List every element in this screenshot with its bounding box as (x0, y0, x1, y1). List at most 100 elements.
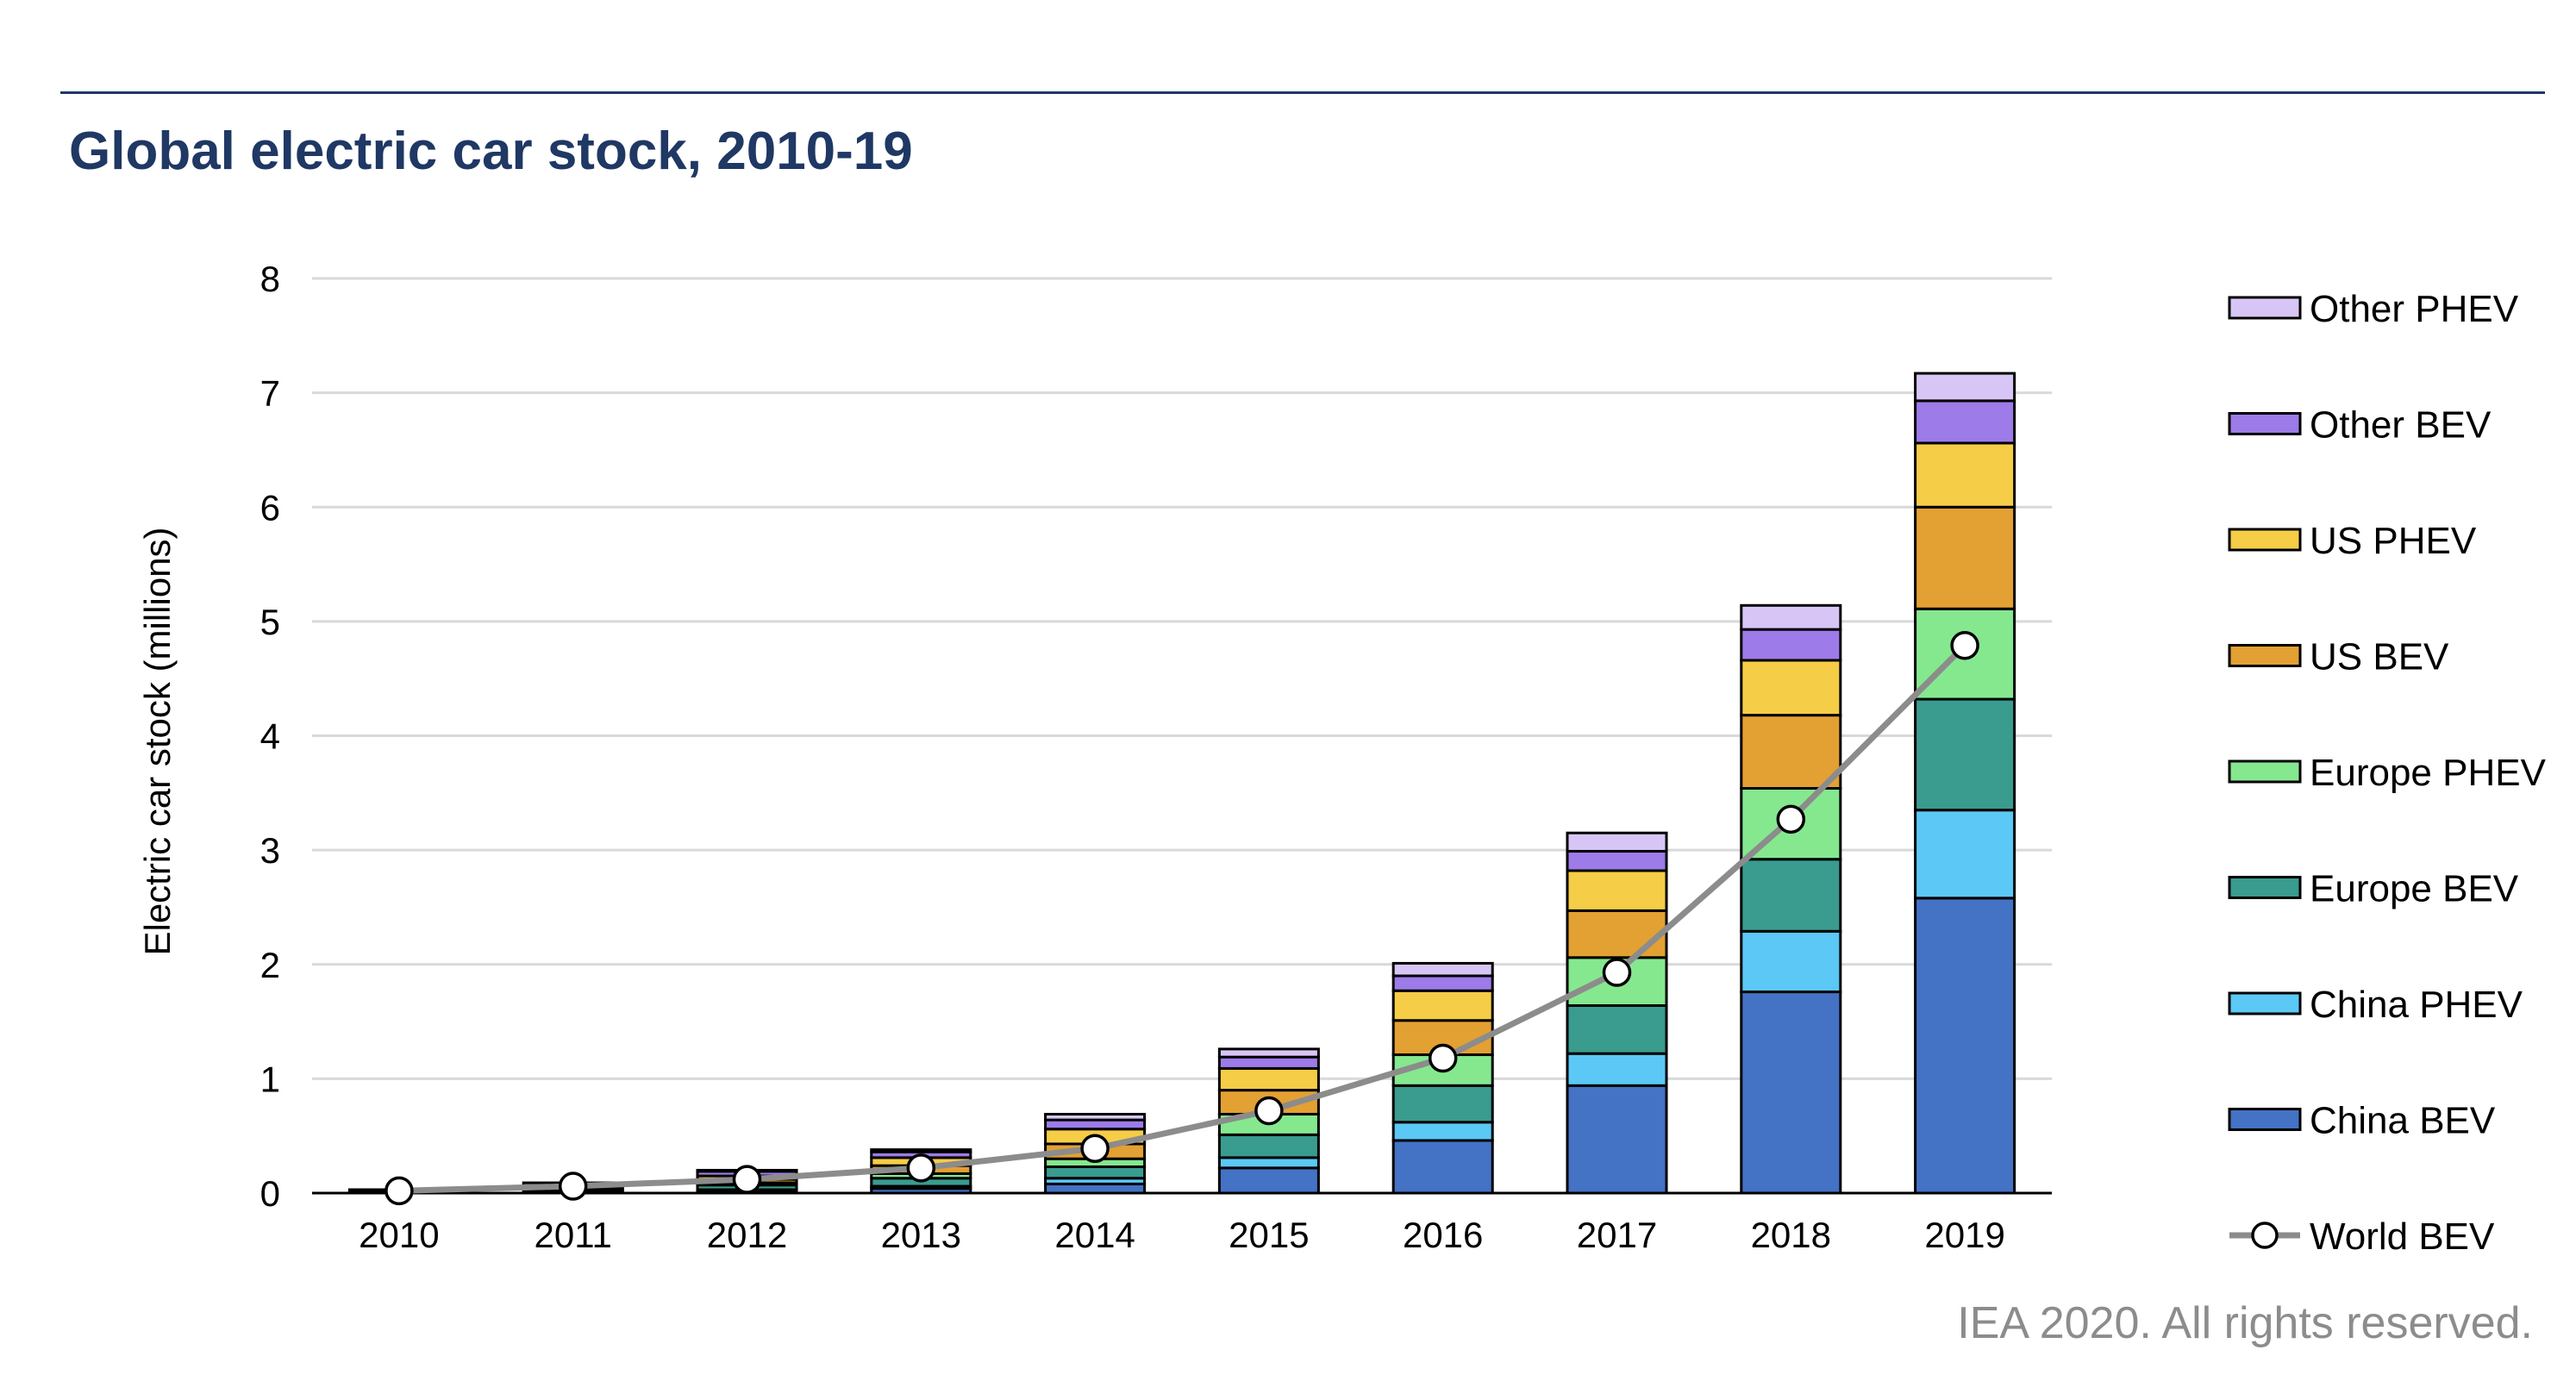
bar-segment-other-bev (1044, 1118, 1147, 1131)
x-tick-label: 2012 (707, 1215, 787, 1255)
chart-title: Global electric car stock, 2010-19 (69, 122, 913, 181)
y-axis-title: Electric car stock (millions) (137, 527, 178, 955)
bar-segment-other-phev (1391, 961, 1494, 978)
legend-swatch (2228, 644, 2302, 667)
bar-segment-other-phev (1044, 1112, 1147, 1122)
bar-segment-europe-bev (1914, 697, 2016, 812)
bar-segment-china-phev (1914, 809, 2016, 900)
legend-swatch (2228, 1108, 2302, 1131)
bar-segment-other-phev (1217, 1047, 1320, 1059)
bar-segment-us-phev (1391, 989, 1494, 1022)
legend-item-world-bev: World BEV (2229, 1215, 2495, 1258)
bar-segment-other-bev (1740, 628, 1842, 662)
bar-stack-2016 (1391, 961, 1494, 1195)
bar-segment-us-phev (1566, 869, 1668, 912)
x-tick-label: 2017 (1577, 1215, 1657, 1255)
bar-segment-china-bev (1914, 897, 2016, 1195)
bar-segment-china-phev (1740, 929, 1842, 994)
legend-marker-swatch (2251, 1222, 2279, 1249)
bar-stack-2018 (1740, 603, 1842, 1195)
bar-segment-us-phev (1740, 659, 1842, 717)
x-tick-label: 2011 (535, 1215, 612, 1255)
legend-label: World BEV (2310, 1215, 2495, 1258)
bar-stack-2019 (1914, 372, 2016, 1195)
x-axis-ticks: 2010 2011 2012 2013 2014 2015 2016 2017 2018 2019 (359, 1215, 2005, 1255)
bar-segment-europe-bev (1566, 1003, 1668, 1055)
bar-segment-other-bev (1391, 974, 1494, 992)
x-tick-label: 2019 (1924, 1215, 2004, 1255)
legend-item-other-phev: Other PHEV (2228, 288, 2519, 330)
legend-item-us-bev: US BEV (2228, 636, 2449, 678)
world-bev-point (1950, 630, 1979, 660)
legend-item-europe-phev: Europe PHEV (2228, 752, 2547, 794)
x-tick-label: 2010 (359, 1215, 439, 1255)
y-tick-label: 4 (260, 716, 280, 757)
x-tick-label: 2018 (1751, 1215, 1831, 1255)
world-bev-point (1602, 958, 1632, 987)
world-bev-point (1776, 804, 1806, 834)
world-bev-point (1080, 1134, 1110, 1164)
x-tick-label: 2015 (1229, 1215, 1309, 1255)
bar-segment-europe-bev (1217, 1133, 1320, 1159)
bar-segment-other-phev (1914, 372, 2016, 403)
bar-segment-china-bev (1217, 1166, 1320, 1195)
legend-label: US BEV (2310, 636, 2449, 678)
world-bev-point (385, 1176, 414, 1206)
bar-stack-2017 (1566, 831, 1668, 1195)
credit-notice: IEA 2020. All rights reserved. (1957, 1298, 2533, 1348)
legend-swatch (2228, 991, 2302, 1015)
y-tick-label: 2 (260, 945, 280, 985)
bar-segment-china-phev (1217, 1156, 1320, 1170)
world-bev-point (732, 1165, 762, 1194)
y-tick-label: 7 (260, 373, 280, 414)
x-tick-label: 2014 (1054, 1215, 1135, 1255)
y-tick-label: 6 (260, 487, 280, 528)
y-axis-ticks: 0 1 2 3 4 5 6 7 8 (260, 259, 280, 1214)
legend-swatch (2228, 759, 2302, 784)
legend-label: China PHEV (2310, 984, 2523, 1026)
bar-segment-other-phev (1740, 603, 1842, 631)
world-bev-point (1428, 1043, 1458, 1073)
bar-segment-us-bev (1566, 909, 1668, 959)
bar-segment-china-bev (1044, 1182, 1147, 1195)
legend-swatch (2228, 528, 2302, 552)
bar-segment-china-bev (1740, 990, 1842, 1195)
top-rule (60, 91, 2545, 94)
legend-swatch (2228, 412, 2302, 435)
legend-label: China BEV (2310, 1100, 2496, 1142)
bar-segment-other-bev (1566, 849, 1668, 872)
bar-segment-china-phev (1391, 1121, 1494, 1142)
legend-label: Other PHEV (2310, 288, 2519, 330)
bar-segment-other-bev (1217, 1055, 1320, 1070)
legend-label: Europe PHEV (2310, 752, 2547, 794)
legend-label: US PHEV (2310, 520, 2477, 562)
bar-segment-europe-bev (1044, 1165, 1147, 1180)
bar-segment-other-phev (1566, 831, 1668, 853)
legend-label: Other BEV (2310, 404, 2492, 447)
legend-item-europe-bev: Europe BEV (2228, 868, 2519, 910)
world-bev-point (558, 1172, 588, 1201)
y-tick-label: 0 (260, 1173, 280, 1214)
legend-swatch (2228, 296, 2302, 320)
legend-item-other-bev: Other BEV (2228, 404, 2492, 447)
bar-segment-us-phev (1217, 1066, 1320, 1092)
bars (347, 372, 2016, 1195)
legend-item-china-phev: China PHEV (2228, 984, 2523, 1026)
y-tick-label: 1 (260, 1059, 280, 1099)
legend-item-us-phev: US PHEV (2228, 520, 2477, 562)
bar-segment-us-phev (1914, 441, 2016, 509)
world-bev-line-layer (385, 630, 1979, 1206)
bar-segment-europe-bev (1740, 858, 1842, 933)
x-tick-label: 2016 (1403, 1215, 1483, 1255)
bar-segment-other-bev (1914, 399, 2016, 445)
bar-segment-china-phev (1566, 1052, 1668, 1087)
world-bev-point (906, 1153, 936, 1183)
x-tick-label: 2013 (881, 1215, 961, 1255)
bar-segment-other-phev (870, 1148, 972, 1153)
world-bev-point (1254, 1096, 1284, 1126)
y-tick-label: 5 (260, 602, 280, 642)
bar-segment-us-bev (1914, 505, 2016, 610)
bar-segment-china-bev (1566, 1084, 1668, 1195)
legend: Other PHEV Other BEV US PHEV US BEV Europe P… (2228, 288, 2547, 1258)
